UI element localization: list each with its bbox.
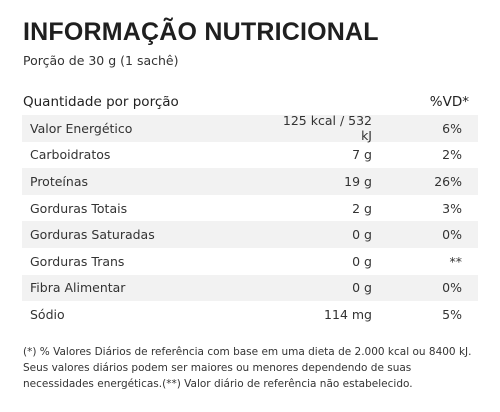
- table-row: Gorduras Totais 2 g 3%: [22, 195, 478, 222]
- nutrient-vd: 3%: [442, 200, 462, 216]
- nutrient-amount: 2 g: [352, 200, 372, 216]
- table-row: Sódio 114 mg 5%: [22, 301, 478, 328]
- table-row: Fibra Alimentar 0 g 0%: [22, 274, 478, 302]
- nutrient-name: Fibra Alimentar: [30, 280, 126, 296]
- footnote-line: necessidades energéticas.(**) Valor diár…: [23, 378, 413, 390]
- table-row: Proteínas 19 g 26%: [22, 168, 478, 195]
- nutrient-vd: **: [449, 253, 463, 269]
- table-header-quantity: Quantidade por porção: [23, 94, 179, 110]
- table-row: Valor Energético 125 kcal / 532 kJ 6%: [22, 113, 478, 144]
- page-title: INFORMAÇÃO NUTRICIONAL: [23, 18, 379, 46]
- nutrient-name: Sódio: [30, 306, 65, 322]
- nutrient-amount: 19 g: [344, 173, 372, 189]
- table-header-vd: %VD*: [429, 94, 469, 110]
- nutrient-vd: 6%: [442, 120, 462, 136]
- table-row: Gorduras Saturadas 0 g 0%: [22, 221, 478, 248]
- nutrient-amount: 0 g: [352, 227, 372, 243]
- nutrient-amount: 125 kcal / 532 kJ: [282, 113, 372, 144]
- nutrient-vd: 26%: [434, 173, 462, 189]
- nutrient-name: Gorduras Totais: [30, 200, 128, 216]
- nutrient-name: Valor Energético: [30, 120, 133, 136]
- table-row: Carboidratos 7 g 2%: [22, 142, 478, 169]
- nutrient-name: Gorduras Trans: [30, 253, 125, 269]
- nutrient-name: Proteínas: [30, 173, 88, 189]
- footnote: (*) % Valores Diários de referência com …: [23, 344, 483, 392]
- nutrient-vd: 0%: [442, 280, 462, 296]
- portion-size: Porção de 30 g (1 sachê): [23, 53, 179, 68]
- nutrient-amount: 114 mg: [324, 306, 372, 322]
- nutrient-name: Gorduras Saturadas: [30, 227, 155, 243]
- footnote-line: (*) % Valores Diários de referência com …: [23, 346, 472, 358]
- nutrition-table: Valor Energético 125 kcal / 532 kJ 6% Ca…: [22, 113, 478, 328]
- nutrient-name: Carboidratos: [30, 147, 111, 163]
- table-row: Gorduras Trans 0 g **: [22, 248, 478, 275]
- nutrient-amount: 7 g: [352, 147, 372, 163]
- nutrient-amount: 0 g: [352, 253, 372, 269]
- nutrient-vd: 5%: [442, 306, 462, 322]
- nutrient-amount: 0 g: [352, 280, 372, 296]
- nutrient-vd: 0%: [442, 227, 462, 243]
- footnote-line: Seus valores diários podem ser maiores o…: [23, 362, 412, 374]
- nutrient-vd: 2%: [442, 147, 462, 163]
